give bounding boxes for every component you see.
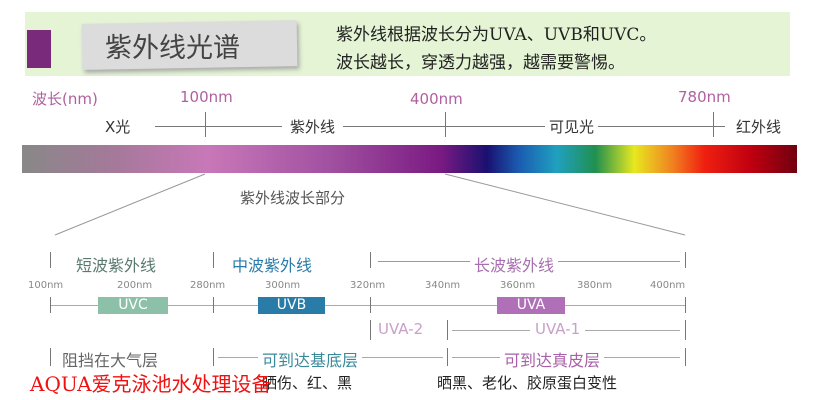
tick xyxy=(50,252,51,268)
range-line xyxy=(50,305,685,306)
uva-effects: 晒黑、老化、胶原蛋白变性 xyxy=(437,374,618,392)
tick xyxy=(213,297,214,313)
tick xyxy=(445,112,446,137)
region-visible: 可见光 xyxy=(545,116,599,137)
nm-label: 380nm xyxy=(577,280,613,291)
scale-line xyxy=(155,126,725,127)
intro-line-2: 波长越长，穿透力越强，越需要警惕。 xyxy=(336,53,625,73)
region-xray: X光 xyxy=(102,116,134,137)
uvc-badge: UVC xyxy=(98,297,168,314)
uvb-effects: 晒伤、红、黑 xyxy=(262,374,353,392)
uvb-badge: UVB xyxy=(258,297,325,314)
tick xyxy=(205,112,206,137)
tick xyxy=(370,297,371,313)
mark-780nm: 780nm xyxy=(678,88,731,106)
nm-label: 280nm xyxy=(190,280,226,291)
tick xyxy=(213,252,214,268)
uva1-label: UVA-1 xyxy=(530,320,586,338)
region-uv: 紫外线 xyxy=(282,116,344,137)
region-infrared: 红外线 xyxy=(734,116,784,137)
nm-label: 400nm xyxy=(650,280,686,291)
detail-title: 紫外线波长部分 xyxy=(240,189,346,207)
page-title: 紫外线光谱 xyxy=(105,33,240,64)
uva-badge: UVA xyxy=(497,297,565,314)
band-midwave: 中波紫外线 xyxy=(232,256,313,275)
tick xyxy=(370,252,371,268)
tick xyxy=(213,348,214,366)
wavelength-unit-label: 波长(nm) xyxy=(32,90,98,108)
nm-label: 200nm xyxy=(117,280,153,291)
tick xyxy=(447,348,448,366)
tick xyxy=(50,348,51,366)
reach-basal: 可到达基底层 xyxy=(258,347,363,371)
tick xyxy=(370,320,371,340)
tick xyxy=(685,348,686,366)
nm-label: 340nm xyxy=(425,280,461,291)
mark-100nm: 100nm xyxy=(180,88,233,106)
spectrum-bar xyxy=(22,145,797,173)
tick xyxy=(685,252,686,268)
band-longwave: 长波紫外线 xyxy=(470,252,559,276)
nm-label: 320nm xyxy=(350,280,386,291)
tick xyxy=(447,320,448,340)
nm-label: 360nm xyxy=(500,280,536,291)
accent-square xyxy=(27,30,51,68)
band-shortwave: 短波紫外线 xyxy=(76,256,157,275)
reach-atmosphere: 阻挡在大气层 xyxy=(62,351,159,370)
watermark: AQUA爱克泳池水处理设备 xyxy=(30,372,272,396)
nm-label: 100nm xyxy=(28,280,64,291)
mark-400nm: 400nm xyxy=(410,90,463,108)
intro-line-1: 紫外线根据波长分为UVA、UVB和UVC。 xyxy=(336,25,657,45)
tick xyxy=(685,320,686,340)
tick xyxy=(50,297,51,313)
uva2-label: UVA-2 xyxy=(378,320,424,338)
tick xyxy=(713,112,714,137)
tick xyxy=(685,297,686,313)
reach-dermis: 可到达真皮层 xyxy=(500,347,605,371)
nm-label: 300nm xyxy=(265,280,301,291)
